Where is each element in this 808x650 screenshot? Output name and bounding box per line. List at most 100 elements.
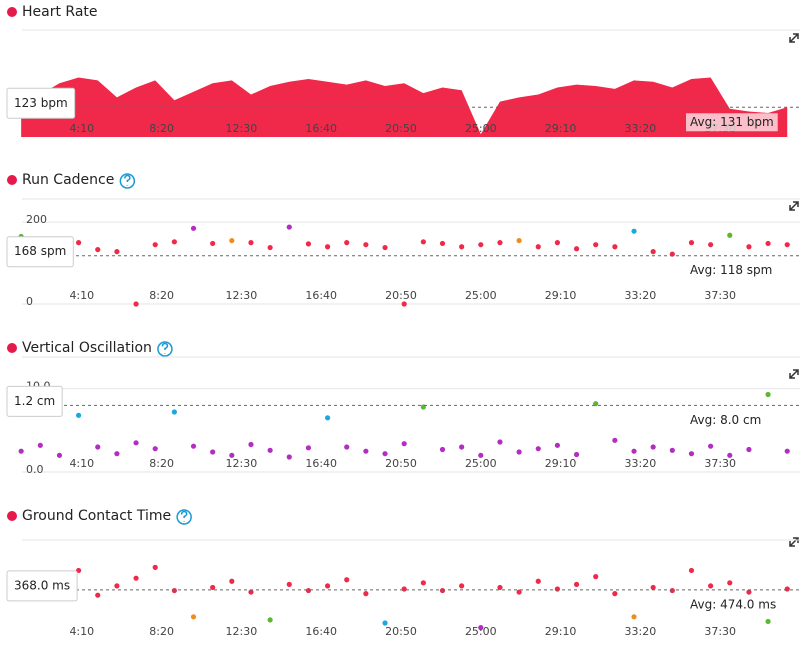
data-point — [497, 439, 503, 445]
data-point — [229, 237, 235, 244]
x-tick-label: 37:30 — [704, 457, 736, 470]
data-point — [612, 591, 618, 597]
data-point — [76, 240, 82, 246]
data-point — [363, 242, 369, 248]
data-point — [305, 241, 312, 247]
data-point — [631, 448, 637, 454]
x-tick-label: 25:00 — [465, 289, 497, 302]
expand-icon[interactable] — [789, 537, 799, 547]
cursor-readout-box — [6, 236, 74, 268]
expand-icon[interactable] — [789, 201, 799, 211]
cursor-readout: 368.0 ms — [14, 578, 70, 592]
data-point — [95, 246, 101, 253]
x-tick-label: 20:50 — [385, 122, 417, 135]
x-tick-label: 20:50 — [385, 625, 417, 638]
x-tick-label: 20:50 — [385, 457, 417, 470]
data-point — [382, 244, 388, 251]
x-tick-label: 25:00 — [465, 122, 497, 135]
data-point — [152, 446, 158, 452]
data-point — [133, 301, 139, 307]
data-point — [190, 614, 197, 620]
data-point — [727, 232, 733, 238]
data-point — [56, 452, 63, 458]
data-point — [286, 224, 292, 230]
data-point — [535, 244, 541, 250]
data-point — [746, 589, 752, 595]
data-point — [765, 391, 771, 398]
cursor-readout-box — [6, 385, 63, 417]
help-glyph — [180, 510, 188, 522]
data-point — [554, 586, 561, 592]
data-point — [669, 587, 675, 594]
cursor-readout: 1.2 cm — [14, 394, 55, 408]
x-tick-label: 33:20 — [625, 289, 657, 302]
data-point — [152, 564, 158, 570]
x-tick-label: 29:10 — [545, 122, 577, 135]
y-tick-label: 0.0 — [26, 463, 44, 476]
data-point — [76, 412, 82, 418]
data-point — [746, 244, 752, 250]
help-icon[interactable] — [157, 341, 173, 357]
average-label-bg — [686, 411, 766, 430]
x-tick-label: 8:20 — [149, 625, 174, 638]
data-point — [401, 301, 407, 307]
x-tick-label: 8:20 — [149, 289, 174, 302]
data-point — [688, 567, 695, 574]
data-point — [573, 581, 580, 587]
data-point — [267, 447, 273, 453]
data-point — [708, 242, 714, 248]
x-tick-label: 8:20 — [149, 122, 174, 135]
chart-title: Vertical Oscillation — [22, 340, 152, 356]
data-point — [593, 242, 599, 248]
x-tick-label: 12:30 — [226, 289, 258, 302]
data-point — [267, 617, 273, 623]
data-point — [382, 451, 388, 457]
cursor-readout: 168 spm — [14, 244, 66, 258]
data-point — [37, 442, 43, 448]
data-point — [229, 452, 235, 458]
data-point — [286, 581, 292, 587]
help-icon[interactable] — [119, 173, 136, 189]
data-point — [631, 614, 637, 620]
data-point — [344, 444, 350, 450]
data-point — [746, 446, 752, 453]
x-tick-label: 12:30 — [226, 625, 258, 638]
data-point — [784, 448, 790, 454]
data-point — [765, 618, 771, 625]
data-point — [18, 448, 24, 454]
x-tick-label: 37:30 — [704, 289, 736, 302]
chart-title: Ground Contact Time — [22, 508, 171, 524]
heart-rate-area — [21, 77, 788, 137]
data-point — [516, 449, 522, 455]
data-point — [631, 228, 637, 234]
data-point — [593, 574, 599, 580]
cursor-readout-box — [6, 570, 78, 602]
data-point — [401, 586, 407, 592]
data-point — [248, 240, 254, 246]
data-point — [459, 244, 465, 250]
y-tick-label: 200 — [26, 213, 47, 226]
data-point — [171, 587, 177, 594]
data-point — [95, 444, 101, 450]
expand-icon[interactable] — [789, 369, 799, 379]
cursor-readout: 123 bpm — [14, 96, 68, 110]
x-tick-label: 16:40 — [305, 122, 337, 135]
data-point — [267, 244, 273, 251]
expand-icon[interactable] — [789, 33, 799, 43]
average-label: Avg: 131 bpm — [690, 115, 774, 129]
data-point — [708, 443, 714, 449]
data-point — [727, 580, 733, 586]
x-tick-label: 33:20 — [625, 457, 657, 470]
data-point — [439, 240, 446, 247]
data-point — [478, 452, 484, 458]
cursor-readout-box — [6, 87, 76, 119]
data-point — [554, 442, 561, 448]
help-icon[interactable] — [176, 509, 192, 525]
average-label-bg — [686, 261, 777, 280]
data-point — [784, 242, 790, 248]
average-label-bg — [686, 595, 781, 614]
x-tick-label: 4:10 — [69, 625, 94, 638]
x-tick-label: 4:10 — [69, 457, 94, 470]
data-point — [669, 447, 675, 453]
x-tick-label: 33:20 — [625, 625, 657, 638]
